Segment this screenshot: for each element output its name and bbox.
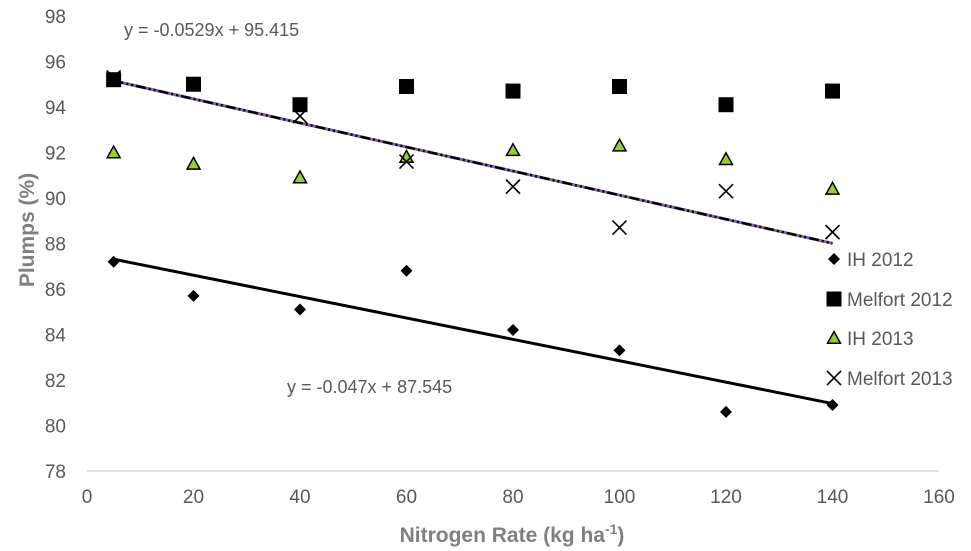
data-point-melfort-2013-stroke-b (292, 108, 308, 124)
data-point-melfort-2013 (398, 154, 415, 170)
data-point-ih-2013 (824, 180, 841, 195)
y-tick-label: 84 (45, 326, 67, 347)
y-tick-label: 92 (45, 144, 66, 165)
x-axis-title-superscript: -1 (605, 521, 618, 537)
data-point-ih-2012 (187, 289, 200, 302)
data-point-melfort-2013 (185, 76, 202, 92)
x-tick-label: 80 (502, 487, 523, 508)
data-point-ih-2013 (611, 137, 628, 152)
trendline-melfort-2013-dashes (113, 79, 833, 245)
y-tick-label: 88 (45, 235, 66, 256)
y-tick-label: 90 (45, 189, 66, 210)
y-tick-label: 94 (45, 98, 67, 119)
x-tick-label: 20 (183, 487, 204, 508)
data-point-melfort-2013-stroke-b (718, 183, 734, 199)
y-axis-title: Plumps (%) (16, 173, 39, 287)
data-point-melfort-2013-stroke-b (106, 69, 122, 85)
legend-label-melfort-2013: Melfort 2013 (847, 369, 953, 390)
data-point-ih-2013 (105, 144, 122, 159)
legend-label-ih-2012: IH 2012 (847, 250, 914, 271)
legend-label-melfort-2012: Melfort 2012 (847, 290, 953, 311)
x-tick-label: 0 (82, 487, 93, 508)
x-tick-label: 40 (289, 487, 310, 508)
data-point-melfort-2013-stroke-b (824, 224, 841, 240)
y-tick-label: 96 (45, 53, 66, 74)
data-point-melfort-2012 (718, 97, 734, 113)
legend-marker-ih-2013 (826, 329, 842, 344)
axes-layer: 0 20 40 60 80 100 120 140 160 78 80 82 84 86 88 90 92 94 9… (45, 7, 955, 508)
data-point-melfort-2013 (824, 224, 841, 240)
x-tick-label: 120 (710, 487, 742, 508)
data-point-melfort-2013 (718, 183, 734, 199)
data-point-ih-2012 (613, 344, 626, 357)
data-point-ih-2013 (185, 155, 202, 170)
legend: IH 2012 Melfort 2012 IH 2013 Melfort 201… (826, 250, 953, 390)
trendline-ih-2012 (113, 257, 833, 406)
legend-marker-melfort-2013-stroke-b (826, 370, 842, 386)
x-tick-label: 100 (604, 487, 636, 508)
data-point-ih-2012 (400, 264, 413, 277)
data-point-ih-2013 (292, 169, 308, 184)
data-point-melfort-2013 (292, 108, 308, 124)
data-point-ih-2012 (107, 255, 120, 268)
x-tick-label: 60 (396, 487, 417, 508)
data-point-ih-2012 (826, 399, 839, 412)
data-point-ih-2013 (505, 142, 521, 157)
x-tick-label: 140 (817, 487, 849, 508)
data-point-ih-2012 (507, 323, 519, 336)
x-axis-title-main: Nitrogen Rate (kg ha (400, 524, 606, 547)
data-point-melfort-2013-stroke-b (185, 76, 202, 92)
x-axis-title: Nitrogen Rate (kg ha-1) (400, 521, 625, 547)
y-tick-label: 86 (45, 280, 66, 301)
x-axis-title-suffix: ) (617, 524, 624, 547)
data-point-melfort-2013-stroke-b (505, 179, 521, 195)
trendline-equation-melfort-2013: y = -0.0529x + 95.415 (124, 20, 299, 40)
data-point-ih-2012 (720, 405, 732, 418)
y-tick-label: 80 (45, 417, 66, 438)
legend-marker-ih-2012 (828, 253, 840, 265)
legend-marker-melfort-2012 (826, 291, 842, 307)
data-point-melfort-2013-stroke-b (611, 220, 628, 236)
data-point-melfort-2012 (612, 79, 627, 95)
y-tick-label: 98 (45, 7, 66, 28)
data-point-melfort-2012 (825, 83, 840, 99)
data-point-melfort-2013-stroke-b (398, 154, 415, 170)
data-point-ih-2013 (718, 151, 734, 166)
data-point-melfort-2012 (106, 72, 122, 88)
y-tick-label: 82 (45, 371, 66, 392)
data-point-melfort-2012 (399, 79, 414, 95)
data-point-melfort-2013 (505, 179, 521, 195)
legend-label-ih-2013: IH 2013 (847, 329, 914, 350)
y-tick-label: 78 (45, 462, 66, 483)
trendline-layer (113, 79, 833, 406)
legend-marker-melfort-2013 (826, 370, 842, 386)
points-layer (105, 69, 841, 418)
data-point-melfort-2013 (106, 69, 122, 85)
trendline-equation-ih-2012: y = -0.047x + 87.545 (287, 377, 452, 397)
data-point-melfort-2013 (611, 220, 628, 236)
data-point-ih-2012 (294, 303, 306, 316)
x-tick-label: 160 (923, 487, 955, 508)
data-point-melfort-2012 (292, 97, 308, 113)
data-point-melfort-2012 (505, 83, 521, 99)
